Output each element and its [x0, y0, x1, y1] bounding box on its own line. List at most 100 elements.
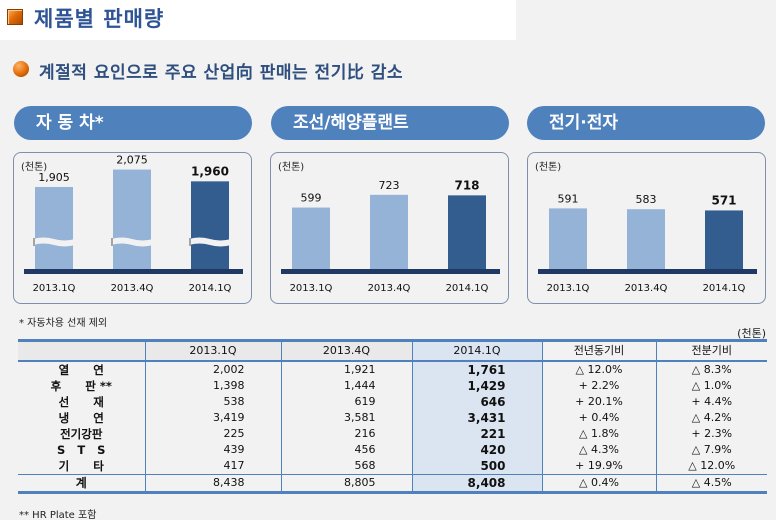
data-label: 1,960 — [191, 164, 229, 178]
chart-panel-shipbuilding: (천톤) 599 2013.1Q 723 2013.4Q 718 2014.1Q — [270, 152, 509, 304]
bar-2014.1Q — [191, 181, 229, 269]
x-tick-label: 2013.1Q — [290, 283, 333, 294]
chart-unit-label: (천톤) — [278, 162, 305, 173]
table-row: 열 연 2,002 1,921 1,761 △ 12.0% △ 8.3% — [18, 360, 767, 378]
chart-title-automotive: 자 동 차* — [14, 106, 252, 140]
x-tick-label: 2014.1Q — [703, 283, 746, 294]
axis-break-mark — [33, 237, 75, 247]
page-subtitle: 계절적 요인으로 주요 산업向 판매는 전기比 감소 — [39, 63, 404, 83]
x-tick-label: 2014.1Q — [446, 283, 489, 294]
cell-2013-4q: 3,581 — [280, 409, 412, 427]
chart-panel-automotive: (천톤) 1,905 2013.1Q 2,075 2013.4Q 1,960 2014.1… — [13, 152, 252, 304]
data-label: 723 — [379, 179, 400, 192]
axis-break-mark — [189, 237, 231, 247]
table-header-row: 2013.1Q 2013.4Q 2014.1Q 전년동기비 전분기비 — [18, 339, 767, 362]
bar-2013.1Q — [35, 186, 73, 269]
axis-break-mark — [111, 237, 153, 247]
bar-2013.4Q — [370, 194, 408, 269]
x-axis-baseline — [538, 269, 757, 274]
title-bar: 제품별 판매량 — [0, 0, 516, 40]
cell-2014-1q: 1,429 — [411, 377, 542, 394]
cell-yoy: △ 4.3% — [541, 442, 656, 459]
cell-2014-1q: 420 — [411, 442, 542, 459]
cell-2014-1q: 8,408 — [411, 474, 542, 493]
cell-qoq: △ 8.3% — [655, 360, 767, 378]
data-label: 583 — [636, 193, 657, 206]
cell-yoy: + 0.4% — [541, 409, 656, 427]
chart-panel-electrical: (천톤) 591 2013.1Q 583 2013.4Q 571 2014.1Q — [527, 152, 766, 304]
chart-title-electrical: 전기·전자 — [527, 106, 765, 140]
row-label: 후 판 ** — [50, 378, 112, 393]
table-row: 후 판 ** 1,398 1,444 1,429 + 2.2% △ 1.0% — [18, 377, 767, 394]
cell-2013-1q: 8,438 — [144, 474, 281, 493]
x-axis-baseline — [281, 269, 500, 274]
bar-2013.1Q — [292, 207, 330, 269]
data-label: 718 — [454, 178, 479, 192]
chart-title-shipbuilding: 조선/해양플랜트 — [271, 106, 509, 140]
bar-chart-shipbuilding: 599 2013.1Q 723 2013.4Q 718 2014.1Q — [281, 178, 500, 294]
x-tick-label: 2014.1Q — [189, 283, 232, 294]
cell-yoy: + 19.9% — [541, 458, 656, 475]
sales-volume-table: 2013.1Q 2013.4Q 2014.1Q 전년동기비 전분기비 열 연 2,… — [18, 339, 767, 494]
cell-2013-4q: 568 — [280, 458, 412, 475]
cell-2013-4q: 1,921 — [280, 360, 412, 378]
cell-qoq: △ 12.0% — [655, 458, 767, 475]
cell-yoy: △ 12.0% — [541, 360, 656, 378]
data-label: 1,905 — [38, 171, 70, 184]
cell-qoq: △ 7.9% — [655, 442, 767, 459]
data-label: 2,075 — [116, 154, 148, 167]
header-qoq: 전분기비 — [655, 339, 767, 362]
table-row: 냉 연 3,419 3,581 3,431 + 0.4% △ 4.2% — [18, 409, 767, 427]
cell-2013-4q: 619 — [280, 393, 412, 410]
cell-2013-1q: 1,398 — [144, 377, 281, 394]
cell-2013-4q: 216 — [280, 426, 412, 443]
x-tick-label: 2013.1Q — [33, 283, 76, 294]
cell-2013-1q: 3,419 — [144, 409, 281, 427]
cell-yoy: + 20.1% — [541, 393, 656, 410]
cell-2013-1q: 225 — [144, 426, 281, 443]
bar-2013.4Q — [627, 209, 665, 269]
footnote-automotive: * 자동차용 선재 제외 — [19, 318, 108, 329]
cell-yoy: △ 1.8% — [541, 426, 656, 443]
header-2014-1q: 2014.1Q — [411, 340, 542, 362]
footnote-hr-plate: ** HR Plate 포함 — [19, 510, 97, 520]
header-2013-1q: 2013.1Q — [144, 340, 281, 362]
table-row: S T S 439 456 420 △ 4.3% △ 7.9% — [18, 442, 767, 459]
cell-qoq: △ 1.0% — [655, 377, 767, 394]
bar-2013.4Q — [113, 169, 151, 269]
x-tick-label: 2013.1Q — [547, 283, 590, 294]
cell-2014-1q: 221 — [411, 426, 542, 443]
x-tick-label: 2013.4Q — [368, 283, 411, 294]
cell-qoq: △ 4.5% — [655, 474, 767, 493]
chart-unit-label: (천톤) — [21, 162, 48, 173]
header-yoy: 전년동기비 — [541, 339, 656, 362]
cell-qoq: △ 4.2% — [655, 409, 767, 427]
cell-2014-1q: 500 — [411, 458, 542, 475]
cell-2013-1q: 2,002 — [144, 360, 281, 378]
table-total-row: 계 8,438 8,805 8,408 △ 0.4% △ 4.5% — [18, 474, 767, 493]
cell-2013-1q: 439 — [144, 442, 281, 459]
row-label: 열 연 — [58, 362, 104, 377]
cell-2013-4q: 8,805 — [280, 474, 412, 493]
row-label: 냉 연 — [58, 410, 104, 425]
cell-2013-1q: 538 — [144, 393, 281, 410]
x-axis-baseline — [24, 269, 243, 274]
row-label: S T S — [57, 443, 106, 458]
table-unit-label: (천톤) — [737, 327, 766, 340]
row-label: 선 재 — [58, 394, 104, 409]
cell-2014-1q: 3,431 — [411, 409, 542, 427]
row-label: 전기강판 — [60, 427, 103, 442]
x-tick-label: 2013.4Q — [625, 283, 668, 294]
cell-yoy: + 2.2% — [541, 377, 656, 394]
orange-circle-bullet-icon — [13, 61, 29, 77]
table-row: 전기강판 225 216 221 △ 1.8% + 2.3% — [18, 426, 767, 443]
bar-chart-electrical: 591 2013.1Q 583 2013.4Q 571 2014.1Q — [538, 192, 757, 294]
bar-2014.1Q — [448, 195, 486, 269]
chart-unit-label: (천톤) — [535, 162, 562, 173]
header-2013-4q: 2013.4Q — [280, 340, 412, 362]
header-category — [18, 340, 145, 362]
orange-square-bullet-icon — [7, 9, 23, 25]
cell-2014-1q: 1,761 — [411, 360, 542, 378]
table-row: 선 재 538 619 646 + 20.1% + 4.4% — [18, 393, 767, 410]
bar-2014.1Q — [705, 210, 743, 269]
